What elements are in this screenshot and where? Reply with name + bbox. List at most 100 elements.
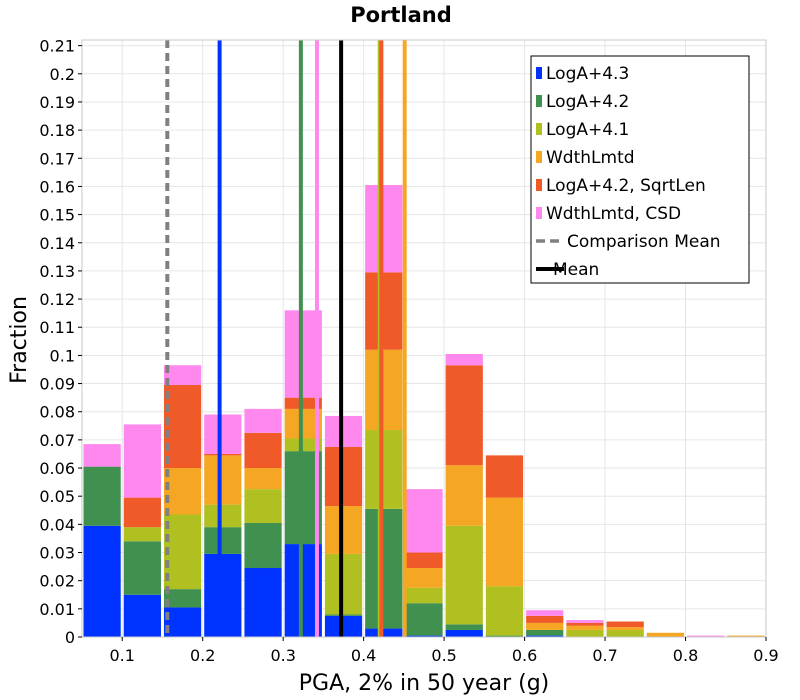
x-tick-label: 0.9: [753, 646, 778, 665]
legend: LogA+4.3 LogA+4.2 LogA+4.1 WdthLmtd LogA+4.2…: [530, 55, 750, 284]
legend-swatch-loga-4-1: [536, 123, 542, 135]
bar-segment-loga-4-2-bin-10: [485, 635, 524, 637]
bar-segment-wdthlmtd-csd-bin-11: [526, 610, 564, 616]
bar-segment-loga-4-2-bin-7: [365, 508, 403, 629]
bar-segment-wdthlmtd-csd-bin-9: [445, 353, 483, 366]
bar-segment-loga-4-3-bin-3: [204, 553, 242, 637]
bar-segment-loga-4-2-sqrtlen-bin-6: [324, 446, 363, 507]
bar-segment-wdthlmtd-csd-bin-7: [365, 185, 403, 273]
bar-segment-loga-4-1-bin-7: [365, 430, 403, 509]
legend-label-loga-4-1: LogA+4.1: [546, 120, 629, 140]
bar-segment-wdthlmtd-csd-bin-8: [405, 489, 443, 553]
legend-swatch-loga-4-3: [536, 67, 542, 79]
y-tick-label: 0.01: [39, 600, 75, 619]
bar-segment-loga-4-2-sqrtlen-bin-5: [284, 397, 322, 409]
bar-segment-loga-4-1-bin-3: [204, 504, 242, 528]
bar-segment-loga-4-1-bin-1: [123, 527, 161, 542]
bar-segment-wdthlmtd-bin-12: [566, 625, 604, 630]
y-tick-label: 0.15: [39, 206, 75, 225]
bar-segment-wdthlmtd-bin-9: [445, 465, 483, 526]
bar-segment-loga-4-1-bin-12: [566, 629, 604, 637]
legend-label-wdthlmtd-csd: WdthLmtd, CSD: [546, 204, 681, 224]
bar-segment-wdthlmtd-csd-bin-2: [163, 365, 202, 385]
bar-segment-wdthlmtd-bin-14: [646, 632, 685, 637]
x-tick-label: 0.8: [673, 646, 698, 665]
x-tick-label: 0.2: [190, 646, 215, 665]
y-tick-label: 0.11: [39, 318, 75, 337]
legend-swatch-loga-4-2-sqrtlen: [536, 179, 542, 191]
x-tick-label: 0.7: [592, 646, 617, 665]
bar-segment-loga-4-2-bin-8: [405, 603, 443, 636]
bar-segment-wdthlmtd-csd-bin-6: [324, 415, 363, 447]
bar-segment-wdthlmtd-csd-bin-4: [244, 408, 282, 433]
y-tick-label: 0.2: [50, 65, 75, 84]
y-tick-label: 0.17: [39, 149, 75, 168]
bar-segment-loga-4-2-bin-3: [204, 527, 242, 554]
bar-segment-loga-4-1-bin-5: [284, 438, 322, 452]
bar-segment-loga-4-3-bin-7: [365, 628, 403, 637]
legend-label-comparison-mean: Comparison Mean: [567, 232, 721, 252]
bar-segment-wdthlmtd-csd-bin-1: [123, 424, 161, 498]
y-tick-label: 0.14: [39, 234, 75, 253]
bar-segment-loga-4-1-bin-10: [485, 586, 524, 636]
y-axis-label: Fraction: [7, 296, 32, 384]
y-tick-label: 0.19: [39, 93, 75, 112]
legend-swatch-wdthlmtd-csd: [536, 207, 542, 219]
y-tick-label: 0.18: [39, 121, 75, 140]
bar-segment-loga-4-2-bin-0: [83, 466, 121, 526]
bar-segment-wdthlmtd-bin-8: [405, 568, 443, 588]
x-tick-label: 0.5: [431, 646, 456, 665]
y-tick-label: 0.03: [39, 544, 75, 563]
y-tick-label: 0.08: [39, 403, 75, 422]
y-tick-label: 0.1: [50, 346, 75, 365]
axes: 0 0.01 0.02 0.03 0.04 0.05 0.06 0.07 0.08 0.09 0.1…: [39, 37, 778, 665]
bar-segment-wdthlmtd-bin-2: [163, 468, 202, 515]
plot-frame: [81, 39, 767, 638]
bar-segment-wdthlmtd-bin-11: [526, 622, 564, 630]
bar-segment-loga-4-2-sqrtlen-bin-2: [163, 384, 202, 469]
legend-label-wdthlmtd: WdthLmtd: [546, 148, 635, 168]
bar-segment-wdthlmtd-csd-bin-12: [566, 620, 604, 623]
bar-segment-loga-4-2-sqrtlen-bin-3: [204, 453, 242, 456]
legend-swatch-wdthlmtd: [536, 151, 542, 163]
legend-swatch-loga-4-2: [536, 95, 542, 107]
y-tick-label: 0.04: [39, 515, 75, 534]
bar-segment-loga-4-3-bin-0: [83, 525, 121, 637]
y-tick-label: 0.21: [39, 37, 75, 56]
bar-segment-loga-4-2-sqrtlen-bin-8: [405, 552, 443, 569]
bar-segment-wdthlmtd-bin-4: [244, 468, 282, 490]
x-tick-label: 0.4: [351, 646, 376, 665]
chart-title: Portland: [350, 3, 452, 27]
bar-segment-wdthlmtd-bin-6: [324, 506, 363, 554]
bar-segment-wdthlmtd-csd-bin-3: [204, 414, 242, 454]
y-tick-label: 0.07: [39, 431, 75, 450]
x-tick-label: 0.1: [110, 646, 135, 665]
bar-segment-wdthlmtd-bin-10: [485, 497, 524, 587]
bar-segment-loga-4-1-bin-8: [405, 587, 443, 604]
bar-segment-loga-4-2-sqrtlen-bin-13: [606, 621, 644, 628]
bar-segment-wdthlmtd-bin-13: [606, 627, 644, 630]
bar-segment-wdthlmtd-bin-16: [727, 635, 765, 637]
bar-segment-loga-4-3-bin-8: [405, 635, 443, 637]
bar-segment-loga-4-2-sqrtlen-bin-12: [566, 622, 604, 626]
x-axis-label: PGA, 2% in 50 year (g): [299, 671, 550, 696]
bar-segment-loga-4-1-bin-9: [445, 525, 483, 625]
legend-label-loga-4-2-sqrtlen: LogA+4.2, SqrtLen: [546, 176, 706, 196]
legend-label-mean: Mean: [553, 260, 599, 280]
bar-segment-loga-4-3-bin-6: [324, 615, 363, 637]
bar-segment-loga-4-2-bin-9: [445, 624, 483, 630]
y-tick-label: 0.09: [39, 375, 75, 394]
bar-segment-loga-4-2-bin-11: [526, 629, 564, 636]
y-tick-label: 0.13: [39, 262, 75, 281]
bar-segment-loga-4-3-bin-11: [526, 635, 564, 637]
bar-segment-wdthlmtd-csd-bin-0: [83, 444, 121, 467]
bar-segment-wdthlmtd-bin-7: [365, 349, 403, 431]
bar-segment-loga-4-2-sqrtlen-bin-1: [123, 497, 161, 528]
bar-segment-loga-4-2-sqrtlen-bin-10: [485, 455, 524, 498]
bar-segment-loga-4-2-bin-2: [163, 589, 202, 608]
legend-box: [530, 55, 750, 284]
bar-segment-loga-4-1-bin-2: [163, 514, 202, 590]
bars: [83, 185, 765, 637]
y-tick-label: 0.06: [39, 459, 75, 478]
